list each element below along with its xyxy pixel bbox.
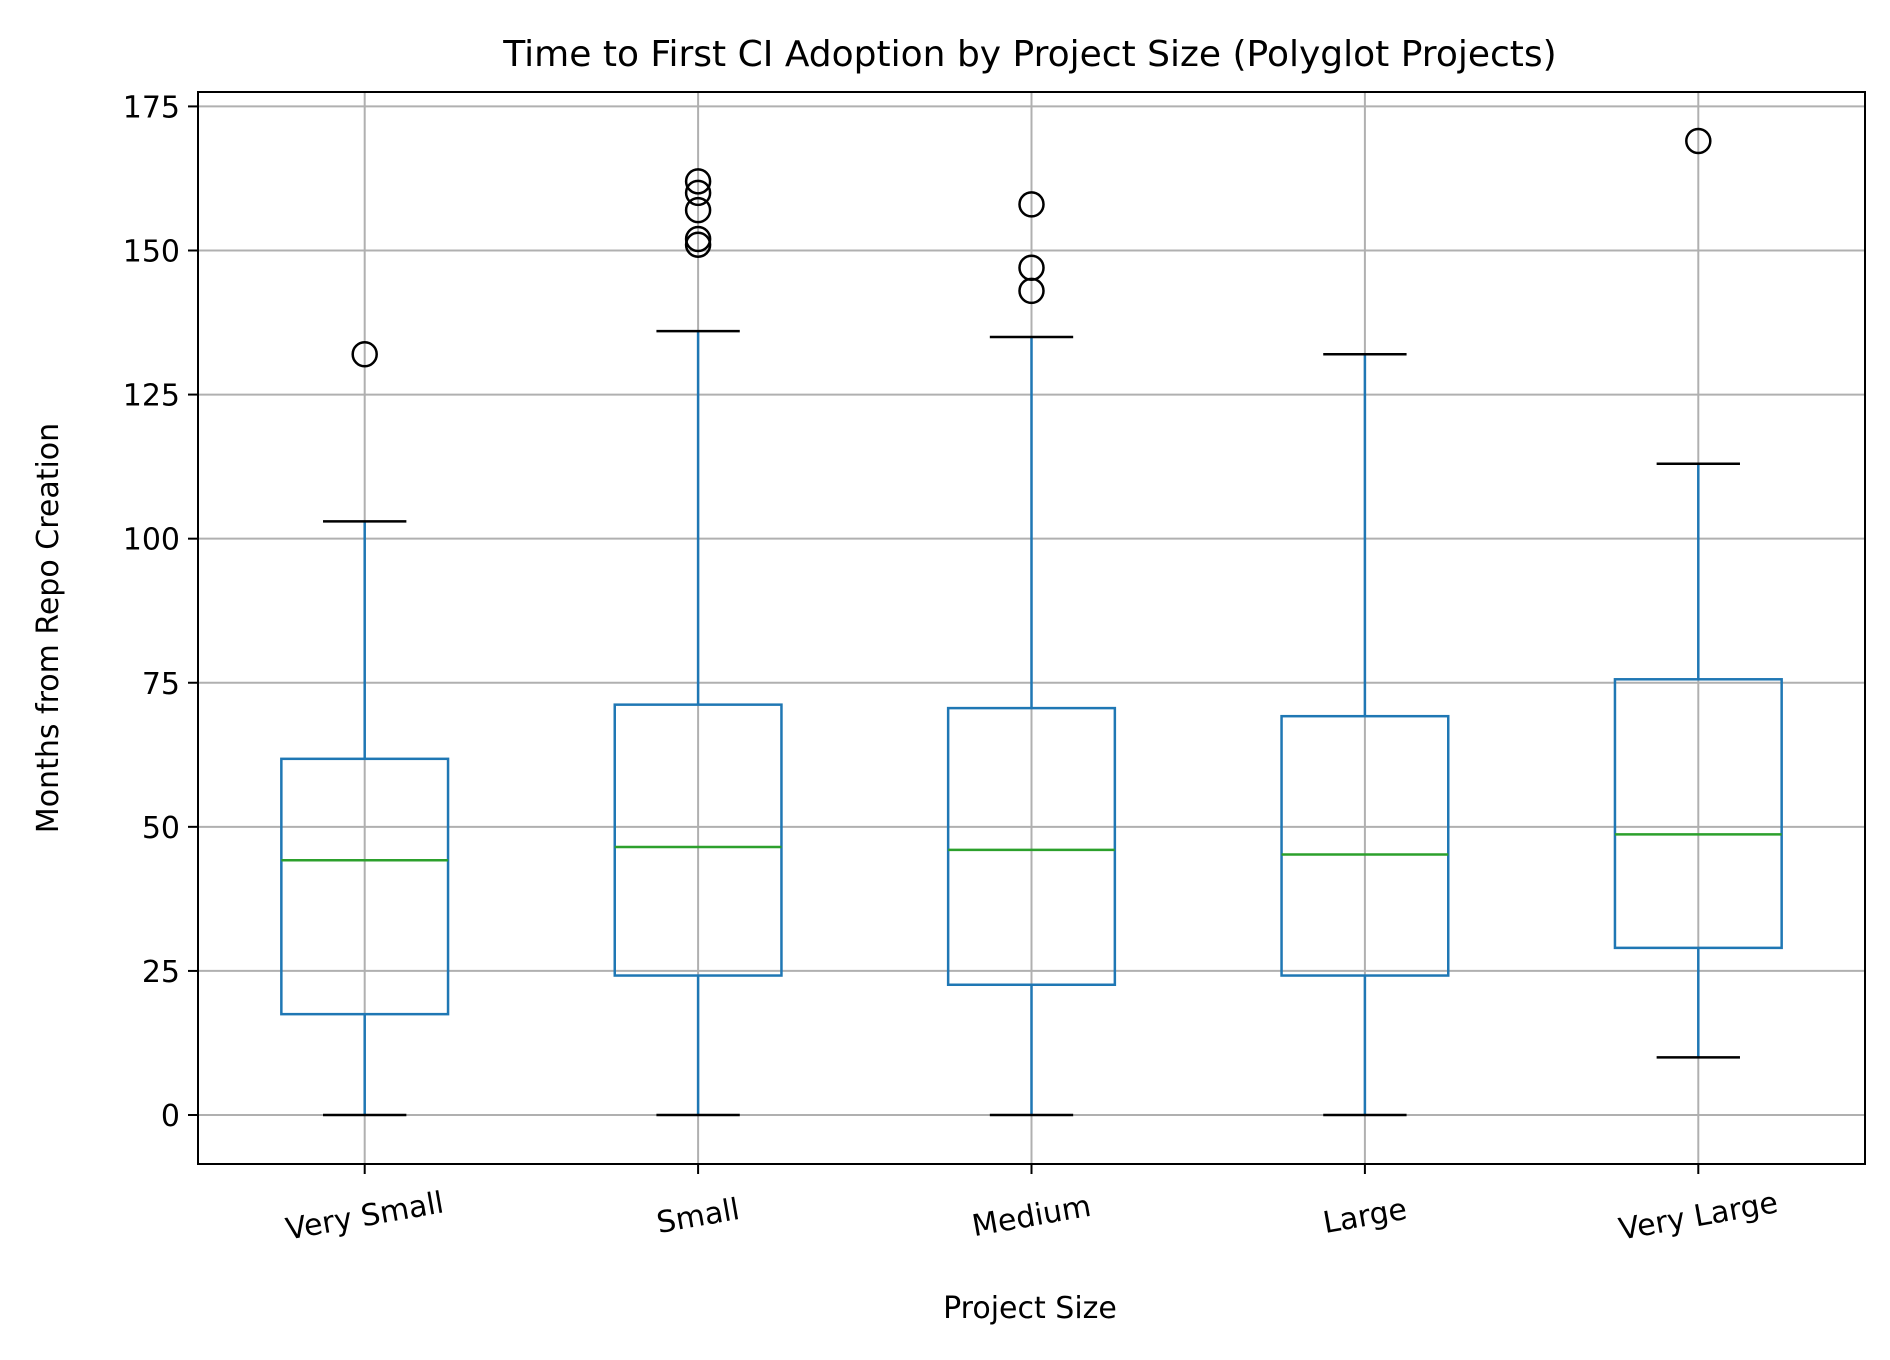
y-axis-label: Months from Repo Creation: [31, 423, 66, 833]
outlier-point: [684, 168, 712, 195]
iqr-box: [613, 703, 783, 977]
x-tick-label: Very Large: [1616, 1185, 1780, 1247]
y-tick-label: 75: [142, 667, 180, 702]
box-series: [280, 127, 1783, 1117]
box-very-large: [1613, 127, 1783, 1059]
outlier-point: [684, 225, 712, 253]
box-small: [613, 168, 783, 1117]
x-tick-label: Large: [1320, 1192, 1409, 1241]
x-tick-label: Very Small: [283, 1185, 446, 1247]
y-tick-label: 125: [123, 379, 180, 414]
iqr-box: [1280, 714, 1450, 977]
box-large: [1280, 352, 1450, 1117]
x-tick-label: Small: [654, 1192, 742, 1241]
box-very-small: [280, 340, 450, 1117]
x-tick-label: Medium: [969, 1189, 1093, 1244]
y-tick-label: 25: [142, 955, 180, 990]
outlier-point: [351, 340, 378, 368]
y-tick-label: 175: [123, 90, 180, 125]
outlier-point: [684, 231, 712, 258]
outlier-point: [1018, 191, 1045, 218]
y-axis: 0 25 50 75 100 125 150 175: [123, 90, 198, 1134]
y-tick-label: 50: [142, 811, 180, 846]
iqr-box: [946, 706, 1117, 987]
chart-title: Time to First CI Adoption by Project Siz…: [502, 34, 1556, 75]
iqr-box: [1613, 678, 1783, 950]
x-axis: Very Small Small Medium Large Very Large: [283, 1164, 1781, 1248]
y-tick-label: 100: [123, 523, 180, 558]
y-tick-label: 0: [161, 1099, 180, 1134]
outlier-point: [684, 179, 712, 207]
iqr-box: [280, 757, 450, 1016]
y-tick-label: 150: [123, 234, 180, 269]
x-axis-label: Project Size: [943, 1291, 1117, 1326]
box-medium: [946, 191, 1117, 1117]
outlier-point: [684, 196, 712, 224]
outlier-point: [1018, 254, 1045, 282]
outlier-point: [1685, 127, 1712, 155]
